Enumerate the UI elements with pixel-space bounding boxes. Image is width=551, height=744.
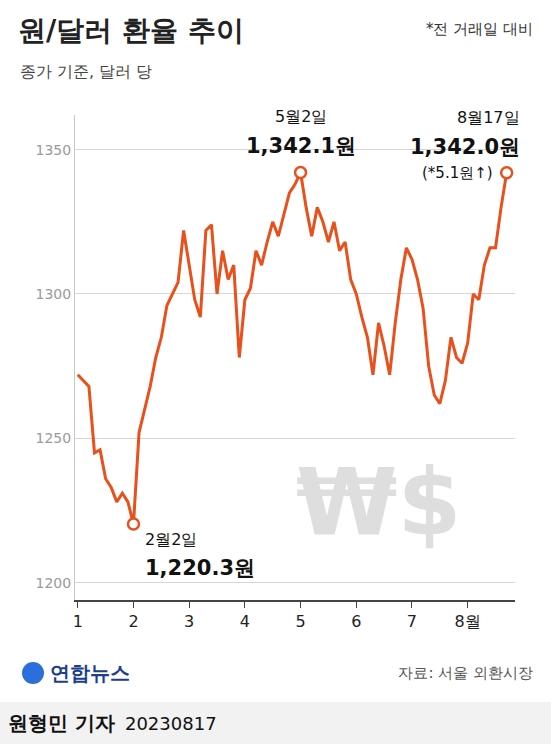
- svg-text:1250: 1250: [36, 430, 72, 446]
- html-text:자료: 서울 외환시장: 자료: 서울 외환시장: [398, 664, 533, 682]
- html-text:연합뉴스: 연합뉴스: [50, 661, 130, 685]
- svg-text:6: 6: [351, 612, 361, 631]
- svg-text:2월2일: 2월2일: [145, 530, 197, 549]
- html-text:20230817: 20230817: [125, 713, 217, 734]
- svg-text:8월17일: 8월17일: [457, 108, 520, 127]
- html-text:원/달러 환율 추이: 원/달러 환율 추이: [18, 14, 244, 47]
- svg-text:5: 5: [295, 612, 305, 631]
- html-text:종가 기준, 달러 당: 종가 기준, 달러 당: [20, 62, 153, 81]
- svg-text:4: 4: [240, 612, 250, 631]
- svg-text:5월2일: 5월2일: [275, 107, 327, 126]
- svg-text:1: 1: [73, 612, 83, 631]
- svg-text:3: 3: [184, 612, 194, 631]
- svg-text:2: 2: [128, 612, 138, 631]
- svg-text:1,342.1원: 1,342.1원: [246, 134, 356, 158]
- svg-text:1300: 1300: [36, 286, 72, 302]
- svg-text:1,220.3원: 1,220.3원: [145, 556, 255, 580]
- svg-text:₩$: ₩$: [296, 450, 462, 557]
- html-text:원형민 기자: 원형민 기자: [8, 711, 115, 735]
- html-text:*전 거래일 대비: *전 거래일 대비: [426, 20, 533, 38]
- svg-text:1,342.0원: 1,342.0원: [410, 135, 520, 159]
- svg-text:1350: 1350: [36, 142, 72, 158]
- svg-text:1200: 1200: [36, 575, 72, 591]
- svg-text:(*5.1원↑): (*5.1원↑): [422, 164, 493, 182]
- svg-text:7: 7: [407, 612, 417, 631]
- svg-text:8월: 8월: [455, 612, 481, 631]
